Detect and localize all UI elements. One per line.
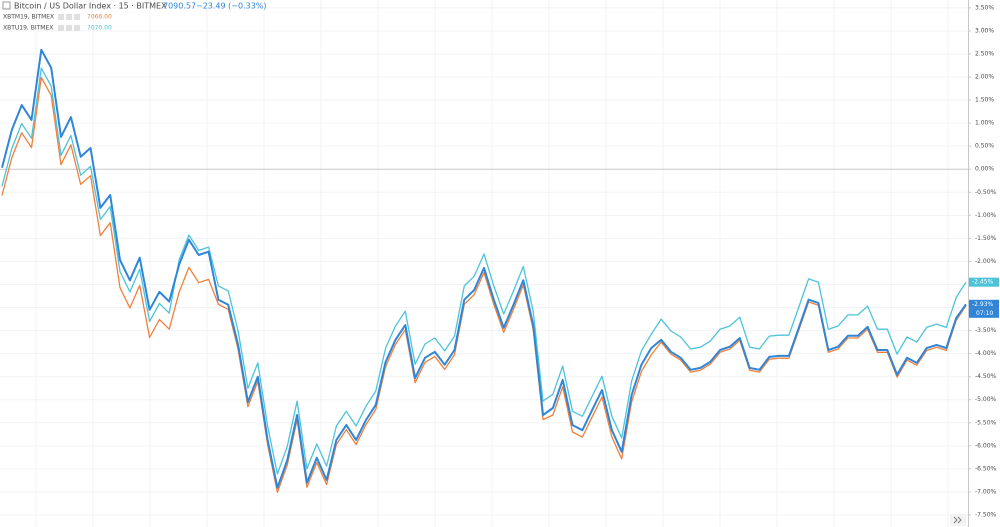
- legend-button[interactable]: [74, 25, 80, 31]
- y-tick-label: -5.00%: [975, 396, 997, 403]
- y-tick-label: 3.50%: [975, 4, 994, 11]
- scroll-button[interactable]: [950, 514, 966, 526]
- y-tick-label: -1.50%: [975, 235, 997, 242]
- price-axis: 3.50% 3.00% 2.50% 2.00% 1.50% 1.00% 0.50% 0.00%…: [968, 4, 999, 519]
- legend-button[interactable]: [66, 25, 72, 31]
- legend-button[interactable]: [58, 25, 64, 31]
- legend-name: XBTU19, BITMEX: [3, 25, 53, 32]
- y-tick-label: 0.00%: [975, 166, 994, 173]
- last-value-label: -2.45%: [972, 279, 994, 286]
- y-tick-label: -0.50%: [975, 189, 997, 196]
- y-tick-label: 2.50%: [975, 50, 994, 57]
- y-tick-label: 0.50%: [975, 143, 994, 150]
- legend-name: XBTM19, BITMEX: [3, 14, 54, 21]
- collapse-icon[interactable]: [2, 1, 11, 10]
- legend-price: 7070.00: [87, 25, 112, 32]
- scroll-button-bg[interactable]: [950, 514, 966, 526]
- y-tick-label: 1.00%: [975, 120, 994, 127]
- plot: [1, 48, 967, 494]
- y-tick-label: 3.00%: [975, 27, 994, 34]
- y-tick-label: -3.50%: [975, 327, 997, 334]
- y-tick-label: -7.00%: [975, 488, 997, 495]
- y-tick-label: -1.00%: [975, 212, 997, 219]
- y-tick-label: -4.50%: [975, 373, 997, 380]
- legend-price: 7066.00: [87, 14, 112, 21]
- grid: [0, 0, 968, 527]
- legend: XBTM19, BITMEX 7066.00 XBTU19, BITMEX 7070.…: [3, 14, 112, 32]
- last-value-badge: [969, 299, 999, 309]
- legend-button[interactable]: [58, 14, 64, 20]
- scroll-icon[interactable]: [953, 516, 962, 524]
- y-tick-label: -7.50%: [975, 512, 997, 519]
- series-line: [1, 67, 967, 475]
- countdown: 07:10: [976, 310, 993, 317]
- last-value-label: -2.93%: [972, 301, 994, 308]
- legend-button[interactable]: [66, 14, 72, 20]
- symbol-change: −23.49 (−0.33%): [196, 2, 267, 11]
- y-tick-label: 2.00%: [975, 73, 994, 80]
- legend-button[interactable]: [74, 14, 80, 20]
- countdown-badge: [969, 308, 999, 318]
- y-tick-label: -6.50%: [975, 465, 997, 472]
- y-tick-label: -6.00%: [975, 442, 997, 449]
- last-value-badge: [969, 277, 999, 287]
- y-tick-label: 1.50%: [975, 97, 994, 104]
- series-line: [1, 48, 967, 489]
- symbol-title: Bitcoin / US Dollar Index · 15 · BITMEX: [14, 2, 167, 11]
- header: Bitcoin / US Dollar Index · 15 · BITMEX …: [2, 1, 267, 11]
- y-tick-label: -2.00%: [975, 258, 997, 265]
- y-tick-label: -4.00%: [975, 350, 997, 357]
- symbol-price: 7090.57: [163, 2, 196, 11]
- y-tick-label: -5.50%: [975, 419, 997, 426]
